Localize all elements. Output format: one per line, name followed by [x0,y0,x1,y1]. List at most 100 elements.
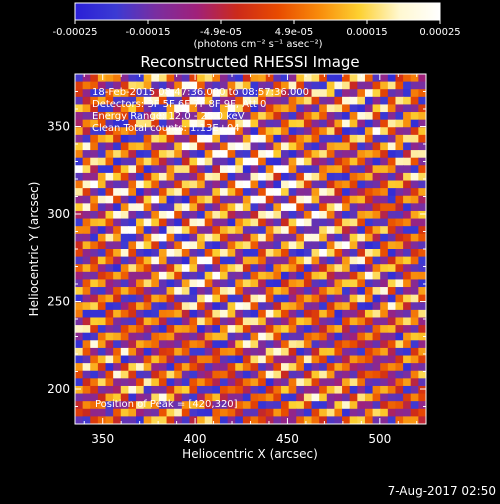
heatmap-cell [204,347,213,357]
heatmap-cell [342,127,351,136]
heatmap-cell [136,74,145,83]
heatmap-cell [410,119,419,128]
heatmap-cell [319,294,328,303]
heatmap-cell [128,142,137,151]
heatmap-cell [128,378,137,387]
heatmap-cell [334,241,343,250]
heatmap-cell [357,249,366,258]
heatmap-cell [342,287,351,296]
heatmap-cell [303,203,313,212]
heatmap-cell [418,271,426,281]
heatmap-cell [113,332,122,341]
heatmap-cell [219,271,229,281]
heatmap-cell [128,287,137,296]
heatmap-cell [296,165,305,174]
heatmap-cell [303,150,313,159]
heatmap-cell [265,287,274,296]
heatmap-cell [189,363,198,372]
heatmap-cell [235,157,244,166]
heatmap-cell [97,96,107,106]
heatmap-cell [242,81,252,90]
heatmap-cell [204,74,213,83]
heatmap-cell [410,218,419,227]
heatmap-cell [319,256,328,265]
heatmap-cell [197,385,206,395]
heatmap-cell [357,188,366,197]
heatmap-cell [387,309,397,319]
heatmap-cell [319,370,328,379]
heatmap-cell [372,172,381,182]
heatmap-cell [143,408,152,417]
heatmap-cell [326,226,336,235]
heatmap-cell [296,188,305,197]
heatmap-cell [288,233,297,242]
heatmap-cell [296,294,305,303]
heatmap-cell [174,294,183,303]
heatmap-cell [113,74,122,83]
heatmap-cell [105,157,114,166]
heatmap-cell [372,317,381,326]
heatmap-cell [75,309,84,319]
heatmap-cell [311,188,320,197]
heatmap-cell [189,96,198,106]
heatmap-cell [189,180,198,189]
heatmap-cell [349,294,358,303]
heatmap-cell [143,340,152,349]
heatmap-cell [258,363,267,372]
heatmap-cell [242,157,252,166]
heatmap-cell [97,104,107,113]
heatmap-cell [372,89,381,98]
heatmap-cell [189,355,198,364]
heatmap-cell [90,188,99,197]
heatmap-cell [189,256,198,265]
heatmap-cell [227,309,236,319]
heatmap-cell [90,127,99,136]
heatmap-cell [349,385,358,395]
heatmap-cell [342,294,351,303]
heatmap-cell [326,249,336,258]
heatmap-cell [120,271,130,281]
heatmap-cell [242,218,252,227]
heatmap-cell [273,332,282,341]
heatmap-cell [395,119,404,128]
heatmap-cell [265,74,274,83]
heatmap-cell [296,241,305,250]
heatmap-cell [364,249,374,258]
heatmap-cell [410,416,419,424]
heatmap-cell [364,340,374,349]
heatmap-cell [303,157,313,166]
colorbar-tick-label: -0.00015 [126,27,171,38]
heatmap-cell [334,226,343,235]
heatmap-cell [212,294,221,303]
heatmap-cell [288,127,297,136]
heatmap-cell [303,172,313,182]
heatmap-cell [242,271,252,281]
heatmap-cell [288,81,297,90]
heatmap-cell [364,294,374,303]
heatmap-cell [319,157,328,166]
heatmap-cell [235,233,244,242]
heatmap-cell [219,332,229,341]
heatmap-cell [326,393,336,402]
heatmap-cell [227,401,236,410]
heatmap-cell [326,180,336,189]
heatmap-cell [265,317,274,326]
heatmap-cell [197,264,206,273]
x-axis-label: Heliocentric X (arcsec) [182,447,318,461]
heatmap-cell [128,271,137,281]
heatmap-cell [319,96,328,106]
heatmap-cell [250,188,259,197]
heatmap-cell [105,370,114,379]
heatmap-cell [372,325,381,334]
heatmap-cell [235,96,244,106]
heatmap-cell [181,127,191,136]
heatmap-cell [273,119,282,128]
heatmap-cell [326,408,336,417]
heatmap-cell [189,127,198,136]
heatmap-cell [372,81,381,90]
heatmap-cell [75,142,84,151]
heatmap-cell [273,241,282,250]
heatmap-cell [334,347,343,357]
heatmap-cell [82,112,91,121]
heatmap-cell [90,81,99,90]
